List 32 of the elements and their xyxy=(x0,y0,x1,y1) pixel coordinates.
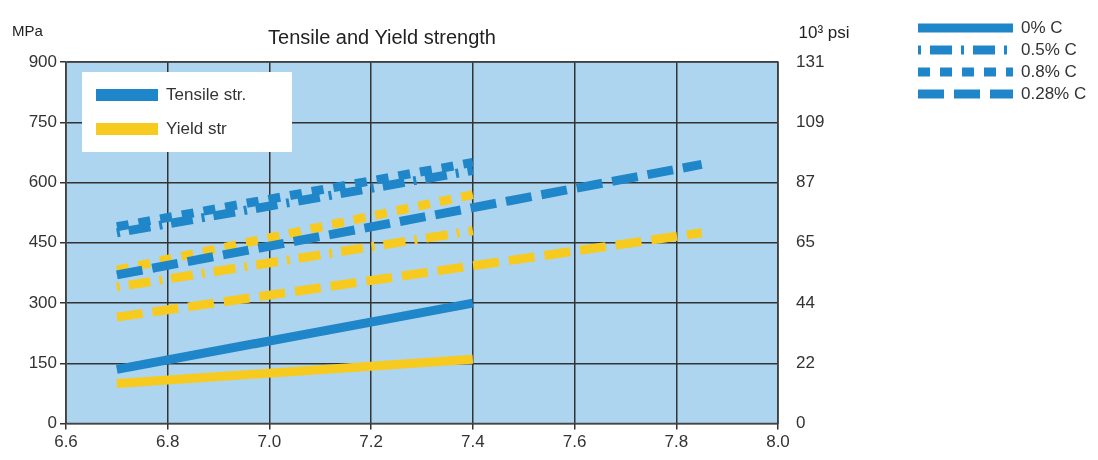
y2-tick-label: 44 xyxy=(796,292,815,312)
x-tick-label: 7.8 xyxy=(664,432,689,452)
y2-tick-label: 109 xyxy=(796,111,825,131)
text: 0.5% C xyxy=(1021,39,1077,59)
x-tick-label: 7.4 xyxy=(461,432,485,452)
y-tick-label: 0 xyxy=(47,413,57,433)
y2-tick-label: 131 xyxy=(796,51,825,71)
y-tick-label: 300 xyxy=(28,292,57,312)
y2-tick-label: 0 xyxy=(796,413,806,433)
legend-box: Tensile str. Yield str xyxy=(82,72,292,152)
y2-tick-label: 87 xyxy=(796,172,815,192)
x-tick-label: 8.0 xyxy=(766,432,790,452)
text: 0.28% C xyxy=(1021,83,1087,103)
annotation: Yield str xyxy=(166,119,227,139)
x-tick-label: 6.8 xyxy=(155,432,180,452)
y-tick-label: 450 xyxy=(28,232,57,252)
y2-tick-label: 65 xyxy=(796,232,815,252)
y-tick-label: 750 xyxy=(28,111,57,131)
y-tick-label: 900 xyxy=(28,51,57,71)
x-tick-label: 6.6 xyxy=(54,432,78,452)
y-tick-label: 150 xyxy=(28,353,57,373)
y-tick-label: 600 xyxy=(28,172,57,192)
chart-title: Tensile and Yield strength xyxy=(268,26,496,48)
text: 0.8% C xyxy=(1021,61,1077,81)
y2-tick-label: 22 xyxy=(796,353,815,373)
text: 0% C xyxy=(1021,17,1063,37)
annotation: Tensile str. xyxy=(166,85,247,105)
x-tick-label: 7.0 xyxy=(257,432,282,452)
x-tick-label: 7.6 xyxy=(562,432,587,452)
x-tick-label: 7.2 xyxy=(359,432,383,452)
y2-axis-title: 10³ psi xyxy=(798,23,850,42)
y-axis-title: MPa xyxy=(12,22,44,39)
